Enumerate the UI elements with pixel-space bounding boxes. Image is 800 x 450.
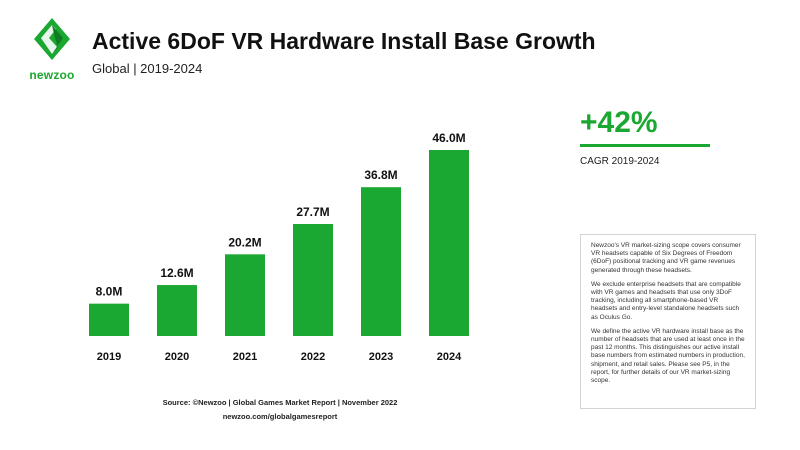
bar-2022 [293,223,333,336]
x-tick-label-2022: 2022 [301,351,325,363]
bar-chart: 8.0M 2019 12.6M 2020 20.2M 2021 27.7M 2022 36.8M… [89,131,469,363]
bar-2024 [429,150,469,336]
bar-2020 [157,285,197,336]
notes-paragraph: We exclude enterprise headsets that are … [591,280,741,321]
bar-2021 [225,254,265,336]
x-tick-label-2021: 2021 [233,351,257,363]
notes-paragraph: Newzoo's VR market-sizing scope covers c… [591,242,741,274]
x-tick-label-2024: 2024 [437,351,462,363]
x-tick-label-2023: 2023 [369,351,393,363]
data-label-2020: 12.6M [160,266,193,280]
data-label-2022: 27.7M [296,205,329,219]
data-label-2019: 8.0M [96,285,123,299]
x-tick-label-2020: 2020 [165,351,189,363]
data-label-2021: 20.2M [228,235,261,249]
bar-2023 [361,187,401,336]
newzoo-logo-icon [34,18,70,60]
cagr-divider [580,144,710,147]
methodology-notes: Newzoo's VR market-sizing scope covers c… [580,234,756,409]
notes-paragraph: We define the active VR hardware install… [591,327,745,385]
data-label-2023: 36.8M [364,168,397,182]
logo-text: newzoo [29,68,75,82]
source-note: Source: ©Newzoo | Global Games Market Re… [100,396,460,424]
data-label-2024: 46.0M [432,131,465,145]
source-link[interactable]: newzoo.com/globalgamesreport [222,412,338,421]
source-line: Source: ©Newzoo | Global Games Market Re… [162,398,398,407]
x-tick-label-2019: 2019 [97,351,121,363]
page-title: Active 6DoF VR Hardware Install Base Gro… [92,28,596,54]
cagr-label: CAGR 2019-2024 [580,156,660,167]
bar-2019 [89,303,129,336]
cagr-value: +42% [580,106,658,139]
newzoo-logo: newzoo [22,16,82,82]
page-subtitle: Global | 2019-2024 [92,61,203,76]
